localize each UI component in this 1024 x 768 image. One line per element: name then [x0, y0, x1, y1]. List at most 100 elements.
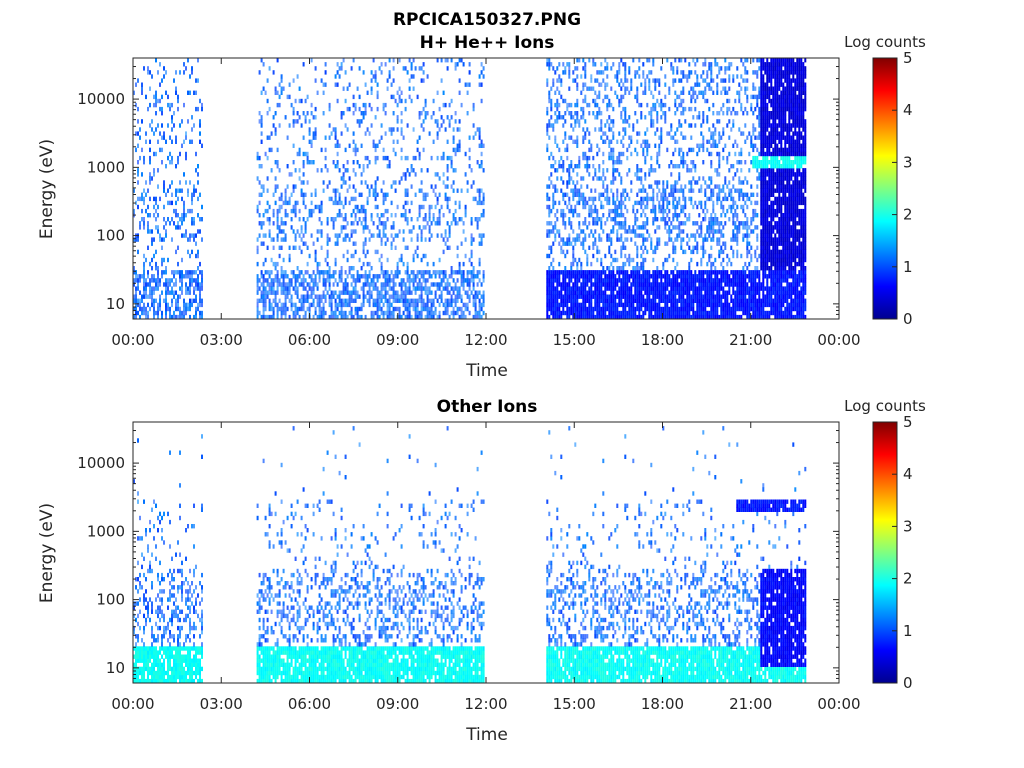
spectrogram-cell [462, 229, 465, 234]
spectrogram-cell [696, 241, 699, 246]
spectrogram-cell [572, 290, 575, 295]
spectrogram-cell [648, 306, 651, 312]
spectrogram-cell [622, 302, 625, 308]
spectrogram-cell [654, 270, 657, 275]
spectrogram-cell [171, 278, 173, 283]
spectrogram-cell [352, 278, 355, 283]
spectrogram-cell [424, 306, 427, 312]
spectrogram-cell [137, 204, 139, 210]
spectrogram-cell [458, 286, 461, 291]
spectrogram-cell [434, 192, 437, 197]
spectrogram-cell [566, 249, 569, 255]
spectrogram-cell [340, 278, 343, 283]
spectrogram-cell [708, 270, 711, 275]
spectrogram-cell [716, 314, 719, 320]
spectrogram-cell [700, 225, 703, 230]
spectrogram-cell [678, 229, 681, 234]
spectrogram-cell [306, 155, 309, 161]
spectrogram-cell [718, 229, 721, 234]
spectrogram-cell [322, 314, 325, 320]
spectrogram-cell [338, 294, 341, 299]
spectrogram-cell [167, 94, 169, 100]
spectrogram-cell [670, 294, 673, 299]
spectrogram-cell [352, 266, 355, 271]
spectrogram-cell [296, 151, 299, 157]
spectrogram-cell [618, 290, 621, 295]
spectrogram-cell [576, 233, 579, 238]
spectrogram-cell [574, 257, 577, 263]
spectrogram-cell [422, 119, 425, 124]
spectrogram-cell [454, 111, 457, 116]
spectrogram-cell [460, 188, 463, 193]
spectrogram-cell [602, 290, 605, 295]
spectrogram-cell [620, 298, 623, 303]
spectrogram-cell [161, 257, 163, 263]
spectrogram-cell [344, 302, 347, 308]
spectrogram-cell [670, 282, 673, 287]
spectrogram-cell [702, 217, 705, 222]
spectrogram-cell [578, 160, 581, 165]
spectrogram-cell [692, 306, 695, 312]
spectrogram-cell [574, 282, 577, 287]
spectrogram-cell [386, 310, 389, 316]
spectrogram-cell [408, 310, 411, 316]
spectrogram-cell [394, 180, 397, 185]
spectrogram-cell [468, 270, 471, 275]
spectrogram-cell [564, 310, 567, 316]
spectrogram-cell [302, 200, 305, 206]
spectrogram-cell [710, 188, 713, 193]
spectrogram-cell [596, 94, 599, 100]
spectrogram-cell [588, 310, 591, 316]
spectrogram-cell [570, 261, 573, 267]
spectrogram-cell [642, 237, 645, 242]
spectrogram-cell [588, 208, 591, 214]
spectrogram-cell [666, 286, 669, 291]
spectrogram-cell [356, 204, 359, 210]
spectrogram-cell [173, 111, 175, 116]
spectrogram-cell [330, 298, 333, 303]
spectrogram-cell [342, 217, 345, 222]
spectrogram-cell [444, 310, 447, 316]
spectrogram-cell [350, 196, 353, 202]
spectrogram-cell [644, 176, 647, 181]
spectrogram-cell [300, 249, 303, 255]
spectrogram-cell [424, 111, 427, 116]
spectrogram-cell [560, 115, 563, 120]
spectrogram-cell [714, 127, 717, 132]
spectrogram-cell [340, 302, 343, 308]
spectrogram-cell [280, 270, 283, 275]
spectrogram-cell [636, 70, 639, 75]
spectrogram-cell [652, 58, 655, 63]
spectrogram-cell [690, 302, 693, 308]
spectrogram-cell [682, 74, 685, 79]
spectrogram-cell [592, 155, 595, 161]
spectrogram-cell [700, 270, 703, 275]
spectrogram-cell [686, 314, 689, 320]
spectrogram-cell [135, 310, 137, 316]
spectrogram-cell [548, 62, 551, 67]
spectrogram-cell [626, 155, 629, 161]
spectrogram-cell [618, 298, 621, 303]
spectrogram-cell [320, 78, 323, 83]
spectrogram-cell [300, 98, 303, 104]
spectrogram-cell [548, 119, 551, 124]
spectrogram-cell [682, 86, 685, 91]
spectrogram-cell [560, 249, 563, 255]
spectrogram-cell [588, 274, 591, 279]
spectrogram-cell [332, 221, 335, 226]
spectrogram-cell [562, 160, 565, 165]
spectrogram-cell [618, 221, 621, 226]
spectrogram-cell [404, 298, 407, 303]
spectrogram-cell [684, 204, 687, 210]
spectrogram-cell [584, 94, 587, 100]
spectrogram-cell [620, 314, 623, 320]
spectrogram-cell [710, 245, 713, 250]
spectrogram-cell [181, 278, 183, 283]
spectrogram-cell [458, 127, 461, 132]
spectrogram-cell [550, 172, 553, 177]
spectrogram-cell [590, 294, 593, 299]
spectrogram-cell [310, 302, 313, 308]
spectrogram-cell [682, 278, 685, 283]
spectrogram-cell [157, 139, 159, 144]
spectrogram-cell [316, 302, 319, 308]
